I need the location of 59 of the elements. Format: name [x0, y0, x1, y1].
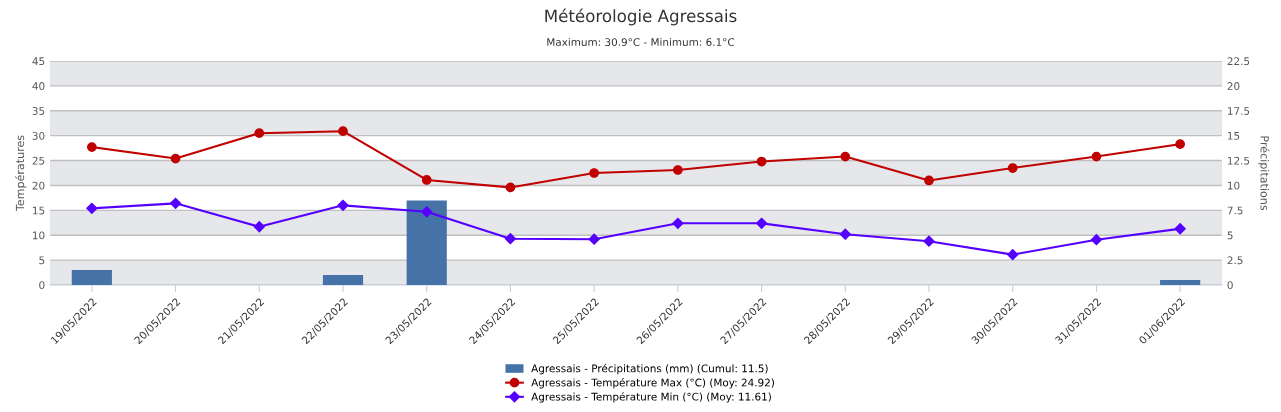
point: [839, 228, 851, 240]
point: [86, 202, 98, 214]
y-tick-label: 10: [33, 231, 45, 240]
y-axis-title: Températures: [15, 135, 27, 212]
point: [755, 217, 768, 229]
bar: [1160, 280, 1201, 285]
point: [672, 217, 684, 229]
point: [1091, 151, 1102, 162]
legend-label: Agressais - Précipitations (mm) (Cumul: 11.5): [531, 363, 768, 375]
y2-tick-label: 15: [1228, 132, 1240, 140]
point: [840, 151, 851, 162]
point: [588, 233, 600, 245]
y2-tick-label: 0: [1227, 281, 1233, 290]
point: [170, 153, 181, 164]
y-tick-label: 25: [32, 156, 45, 165]
point: [504, 233, 517, 245]
point: [672, 165, 683, 175]
y-tick-label: 20: [32, 181, 45, 190]
y-tick-label: 35: [32, 107, 45, 115]
bar: [406, 200, 447, 285]
point: [924, 175, 934, 186]
y-tick-label: 40: [32, 82, 45, 90]
point: [421, 175, 432, 185]
y2-tick-label: 5: [1227, 231, 1233, 240]
bar: [71, 270, 112, 285]
point: [169, 197, 182, 209]
bar: [322, 275, 364, 285]
point: [337, 199, 349, 211]
y2-tick-label: 10: [1228, 181, 1240, 190]
y2-tick-label: 7.5: [1227, 206, 1243, 215]
point: [253, 221, 265, 233]
point: [86, 142, 97, 152]
chart-subtitle: Maximum: 30.9°C - Minimum: 6.1°C: [547, 37, 735, 47]
legend-label: Agressais - Température Min (°C) (Moy: 11.61): [531, 392, 771, 403]
point: [1175, 139, 1186, 149]
point: [1174, 223, 1186, 235]
point: [1007, 249, 1019, 261]
point: [756, 156, 767, 167]
chart-title: Météorologie Agressais: [545, 8, 737, 26]
y-tick-label: 45: [32, 57, 45, 66]
y2-tick-label: 17.5: [1228, 107, 1250, 115]
point: [923, 235, 935, 247]
point: [421, 206, 433, 218]
y-tick-label: 5: [39, 256, 45, 265]
y-tick-label: 30: [32, 131, 45, 140]
y-tick-label: 0: [39, 281, 45, 290]
point: [505, 182, 516, 193]
point: [338, 126, 348, 137]
point: [589, 168, 600, 178]
y2-tick-label: 12.5: [1228, 156, 1250, 165]
y-tick-label: 15: [33, 206, 45, 215]
y2-tick-label: 2.5: [1227, 256, 1243, 265]
point: [1007, 163, 1018, 173]
y2-axis-title: Précipitations: [1258, 136, 1270, 211]
y2-tick-label: 22.5: [1227, 57, 1250, 66]
y2-tick-label: 20: [1227, 82, 1240, 90]
point: [1090, 234, 1103, 246]
legend-label: Agressais - Température Max (°C) (Moy: 24.92): [531, 377, 774, 389]
point: [254, 128, 265, 139]
